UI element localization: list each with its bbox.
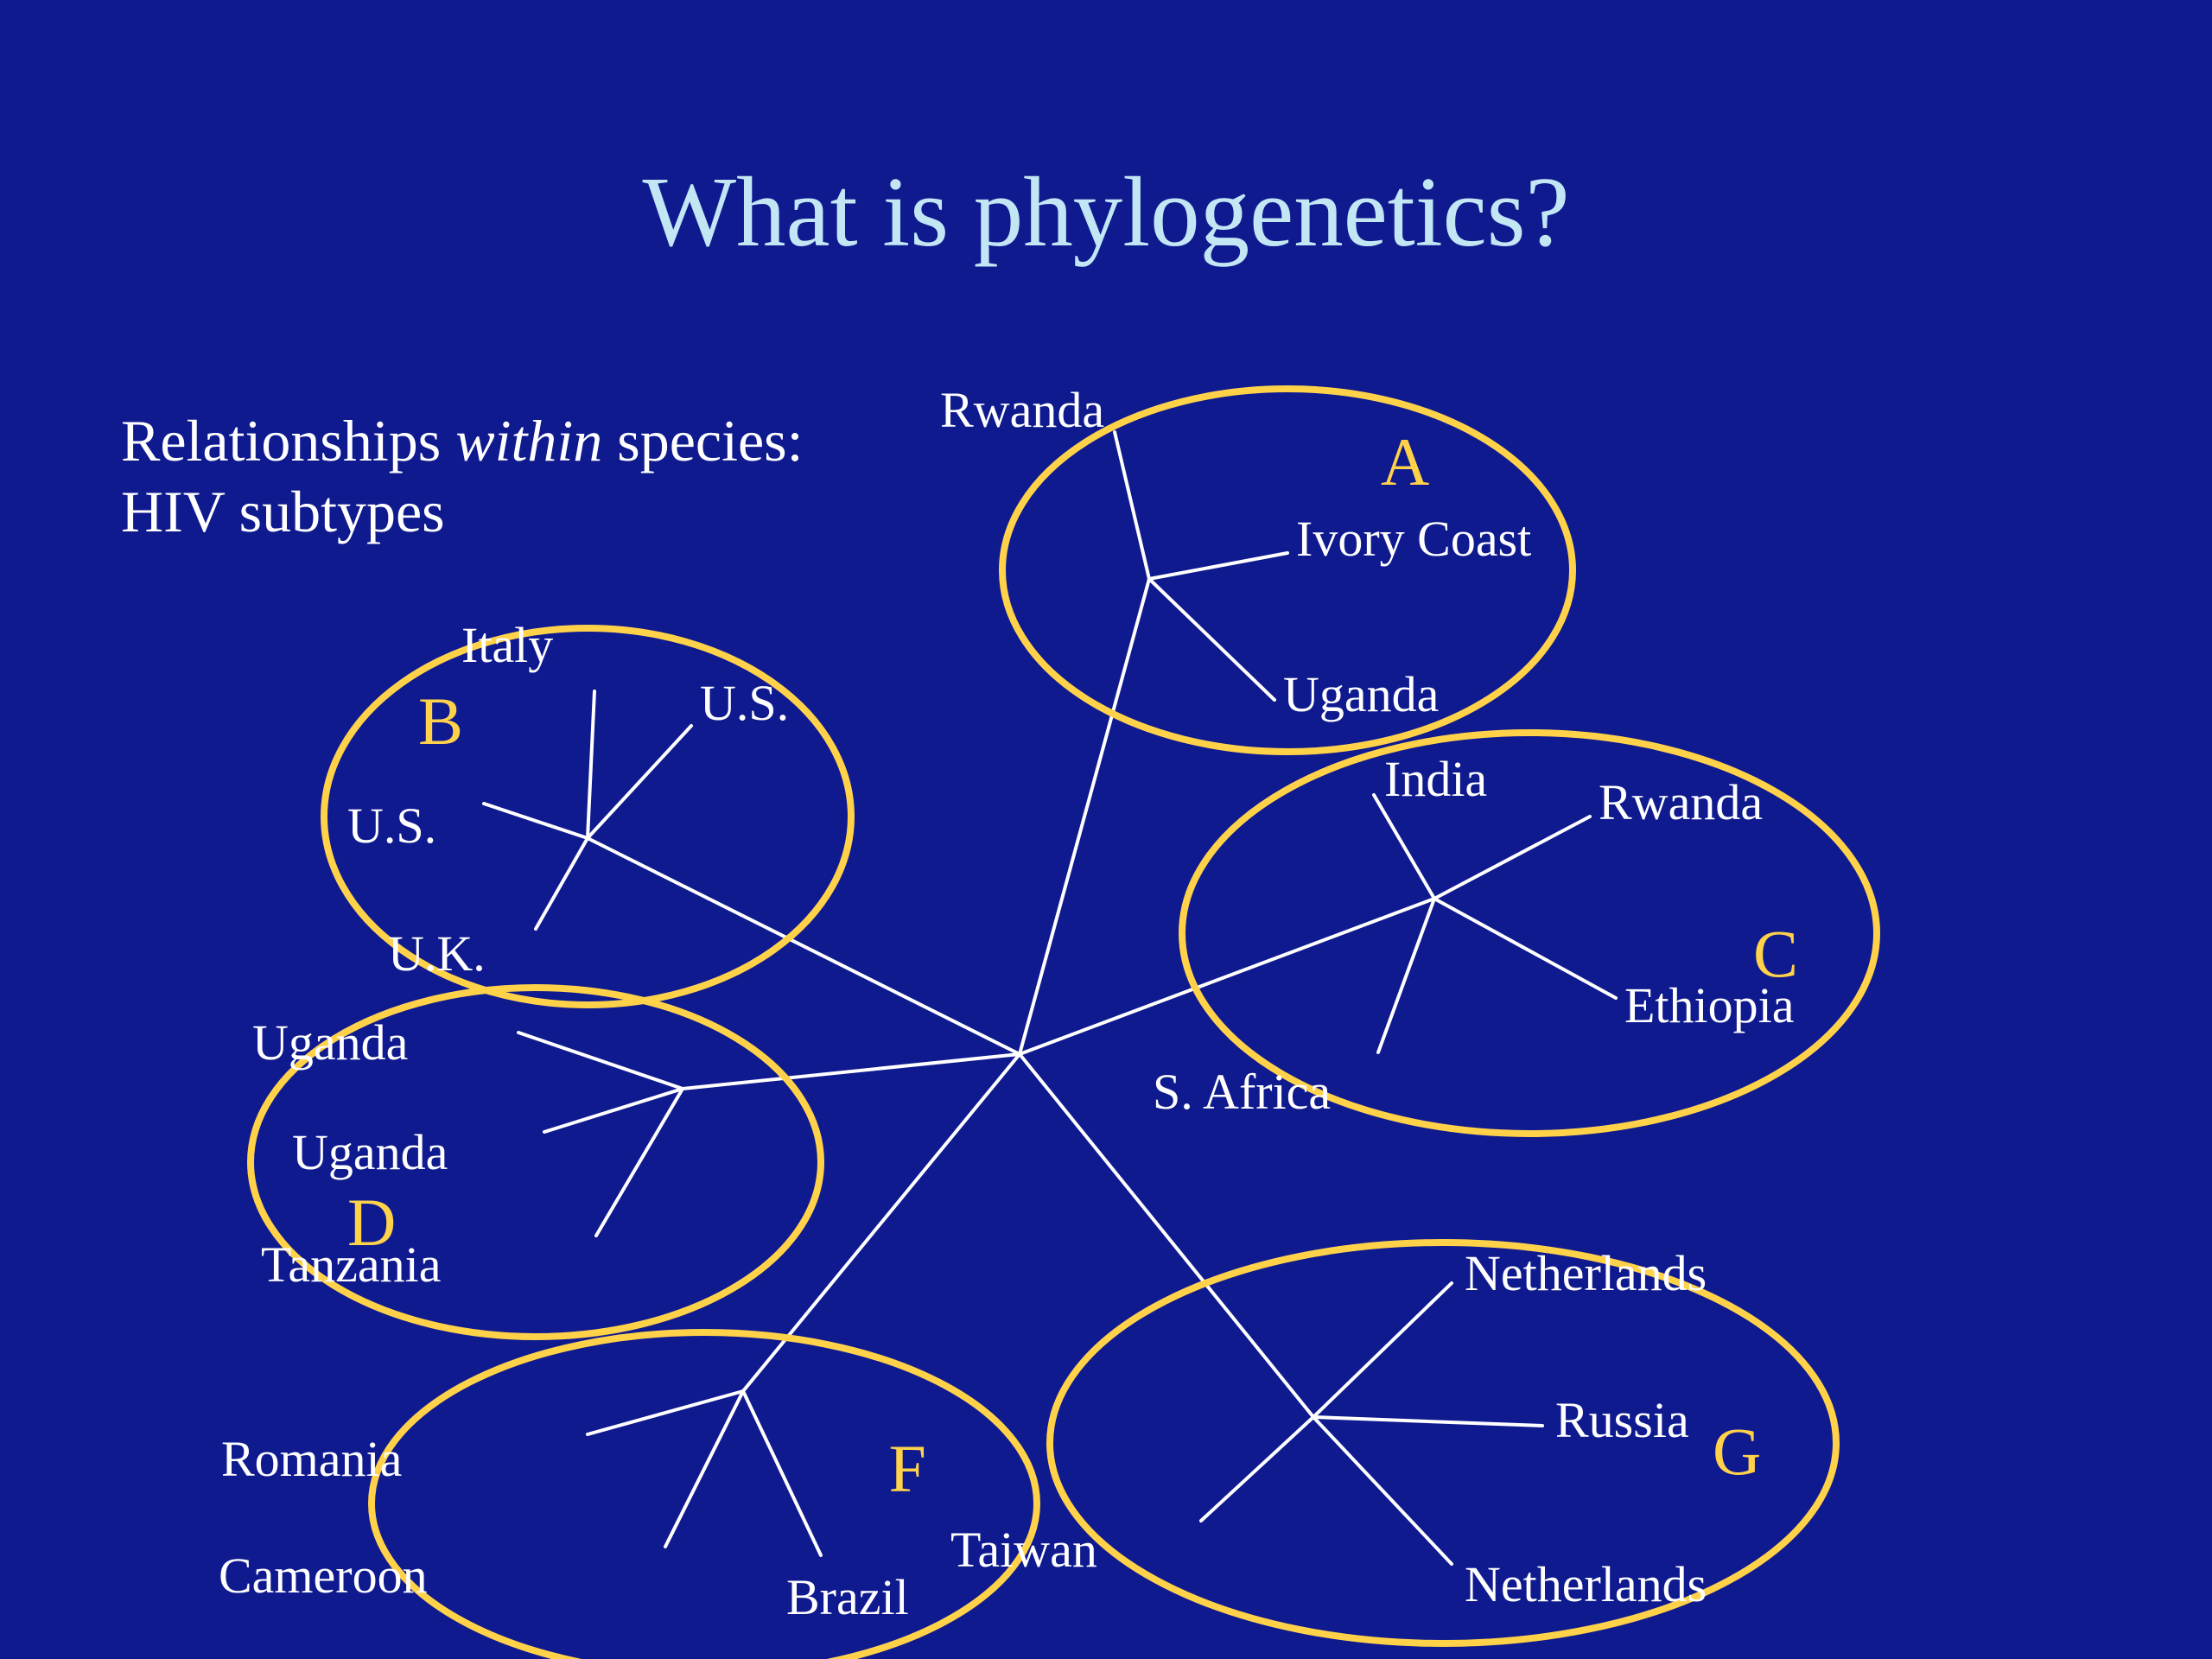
leaf-label: U.S. [347, 797, 436, 855]
leaf-label: Brazil [786, 1568, 909, 1626]
cluster-label-D: D [347, 1184, 396, 1262]
leaf-label: Uganda [292, 1123, 448, 1181]
leaf-label: Taiwan [950, 1521, 1097, 1579]
leaf-label: Italy [461, 616, 553, 674]
cluster-ellipse-F [372, 1332, 1037, 1659]
cluster-label-B: B [418, 683, 463, 760]
cluster-label-C: C [1753, 915, 1798, 993]
cluster-label-G: G [1713, 1413, 1761, 1491]
leaf-label: U.S. [700, 674, 789, 732]
leaf-label: Romania [221, 1430, 402, 1488]
cluster-label-F: F [889, 1430, 926, 1508]
leaf-label: U.K. [388, 925, 486, 982]
leaf-label: India [1384, 750, 1487, 808]
slide: What is phylogenetics? Relationships wit… [0, 0, 2212, 1659]
leaf-label: Netherlands [1465, 1244, 1707, 1302]
leaf-label: Rwanda [940, 381, 1104, 439]
phylo-tree [0, 0, 2212, 1659]
leaf-label: Netherlands [1465, 1555, 1707, 1613]
leaf-label: Cameroon [219, 1547, 428, 1605]
leaf-label: Russia [1555, 1391, 1689, 1449]
leaf-label: Rwanda [1599, 773, 1763, 831]
leaf-label: Ivory Coast [1296, 510, 1531, 568]
leaf-label: S. Africa [1153, 1063, 1331, 1121]
cluster-label-A: A [1381, 423, 1429, 501]
leaf-label: Uganda [252, 1014, 408, 1071]
leaf-label: Uganda [1283, 665, 1439, 723]
